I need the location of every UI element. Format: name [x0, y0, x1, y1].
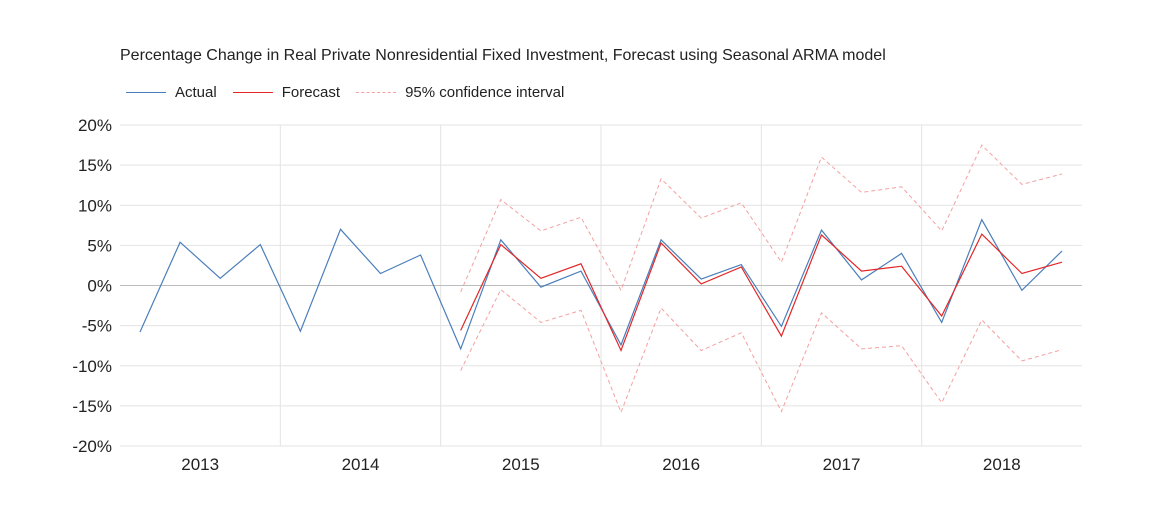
ci-lower-line: [460, 288, 1063, 414]
forecast-series-line: [460, 233, 1063, 353]
legend-label-forecast: Forecast: [281, 83, 341, 101]
chart-title: Percentage Change in Real Private Nonres…: [120, 47, 886, 64]
legend-swatch-ci: [356, 91, 397, 93]
y-tick-label: -15%: [72, 397, 112, 416]
legend-label-actual: Actual: [175, 83, 217, 101]
y-tick-label: 5%: [87, 236, 112, 255]
legend-item-ci: 95% confidence interval: [356, 84, 564, 101]
x-tick-label: 2015: [502, 455, 540, 474]
legend-swatch-forecast: [232, 91, 273, 93]
y-tick-label: 15%: [78, 156, 112, 175]
legend-label-ci: 95% confidence interval: [405, 83, 565, 101]
y-tick-label: 0%: [87, 277, 112, 296]
x-tick-label: 2018: [983, 455, 1021, 474]
legend: Actual Forecast 95% confidence interval: [126, 82, 580, 102]
legend-item-actual: Actual: [126, 84, 217, 101]
legend-swatch-actual: [126, 91, 166, 93]
y-tick-label: 10%: [78, 196, 112, 215]
x-tick-label: 2016: [662, 455, 700, 474]
legend-item-forecast: Forecast: [232, 83, 341, 101]
x-tick-label: 2013: [181, 455, 219, 474]
y-tick-label: 20%: [78, 116, 112, 135]
y-tick-label: -20%: [72, 437, 112, 456]
x-tick-label: 2014: [342, 455, 380, 474]
y-tick-label: -10%: [72, 357, 112, 376]
y-tick-label: -5%: [82, 317, 112, 336]
x-tick-label: 2017: [823, 455, 861, 474]
